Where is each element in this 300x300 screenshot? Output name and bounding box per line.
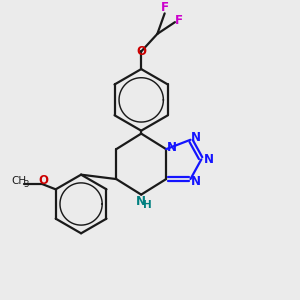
Text: F: F [161,1,169,14]
Text: 3: 3 [23,180,28,189]
Text: N: N [136,195,146,208]
Text: F: F [175,14,183,27]
Text: CH: CH [11,176,26,186]
Text: O: O [38,174,48,187]
Text: O: O [136,45,146,58]
Text: N: N [191,131,201,144]
Text: N: N [167,141,176,154]
Text: N: N [191,175,201,188]
Text: H: H [143,200,152,210]
Text: N: N [204,153,214,166]
